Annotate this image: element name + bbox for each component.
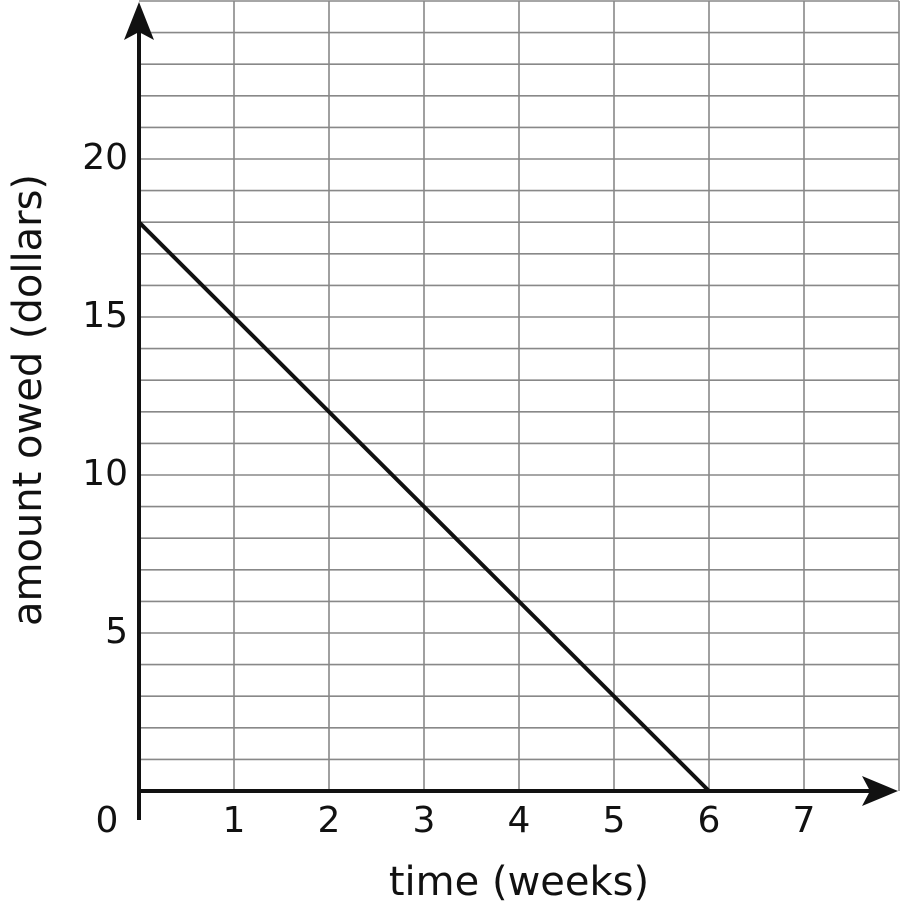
y-tick-label: 20 [82, 137, 128, 178]
x-tick-label: 1 [223, 800, 246, 841]
x-axis-arrow [862, 776, 898, 806]
x-tick-label: 0 [96, 800, 119, 841]
data-line [137, 220, 711, 793]
y-tick-label: 5 [105, 611, 128, 652]
y-axis-title: amount owed (dollars) [5, 174, 51, 626]
x-axis-title: time (weeks) [389, 859, 649, 905]
x-tick-label: 5 [603, 800, 626, 841]
x-tick-label: 4 [508, 800, 531, 841]
y-tick-label: 10 [82, 453, 128, 494]
x-tick-label: 7 [793, 800, 816, 841]
y-axis-arrow [124, 2, 154, 40]
x-tick-label: 2 [318, 800, 341, 841]
y-tick-label: 15 [82, 295, 128, 336]
x-tick-label: 3 [413, 800, 436, 841]
x-tick-label: 6 [698, 800, 721, 841]
grid [139, 0, 900, 791]
